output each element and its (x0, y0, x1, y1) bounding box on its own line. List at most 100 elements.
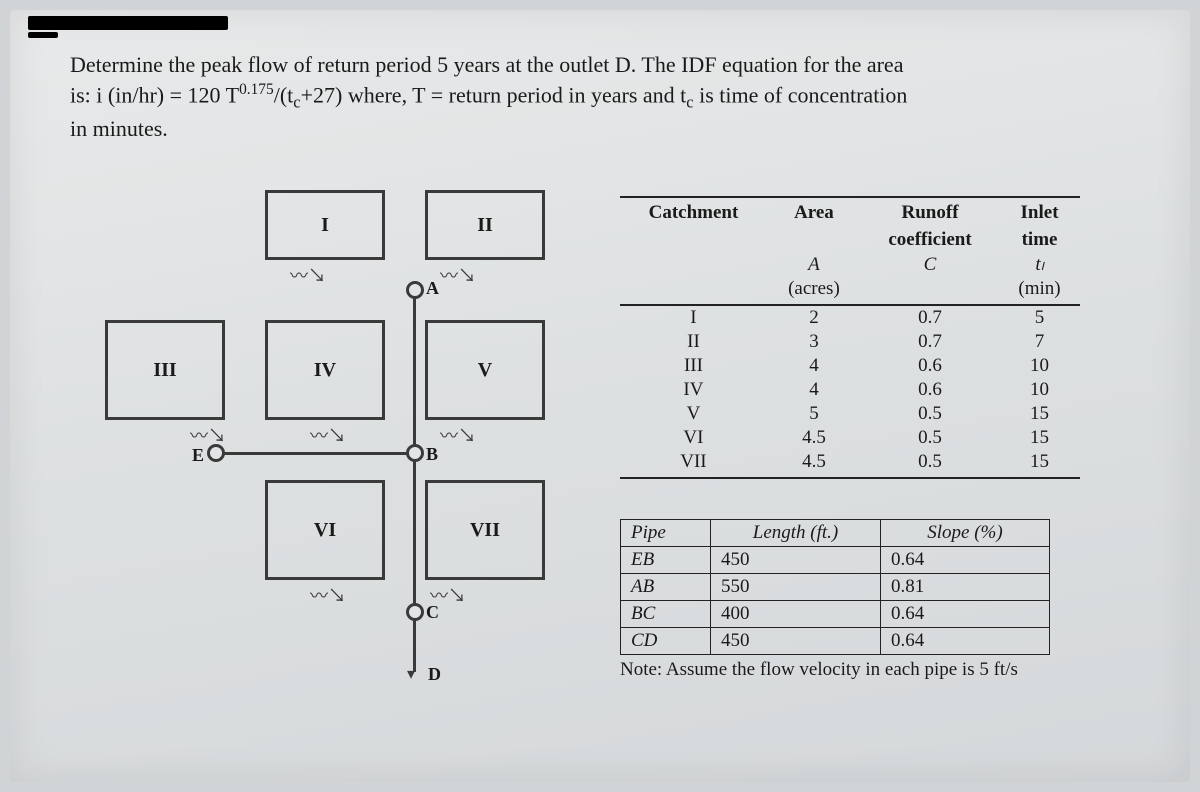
cell: 0.5 (861, 450, 999, 478)
cell: 0.5 (861, 426, 999, 450)
cell: I (620, 305, 767, 330)
cell: 0.64 (881, 547, 1050, 574)
cell: 400 (711, 601, 881, 628)
node-a (406, 281, 424, 299)
pipe-bc (413, 452, 416, 612)
th-pipe: Pipe (621, 520, 711, 547)
catchment-diagram: I II III IV V VI VII 〰↘ 〰↘ 〰↘ 〰↘ 〰↘ 〰↘ 〰… (70, 190, 590, 690)
node-e (207, 444, 225, 462)
pipe-table: Pipe Length (ft.) Slope (%) EB4500.64AB5… (620, 519, 1050, 655)
table-row: VII4.50.515 (620, 450, 1080, 478)
cell-iv: IV (265, 320, 385, 420)
th-acres: (acres) (767, 277, 861, 305)
content-row: I II III IV V VI VII 〰↘ 〰↘ 〰↘ 〰↘ 〰↘ 〰↘ 〰… (70, 190, 1150, 762)
cell: 15 (999, 450, 1080, 478)
table-row: II30.77 (620, 330, 1080, 354)
cell: 10 (999, 378, 1080, 402)
cell: 4.5 (767, 426, 861, 450)
cell: VII (620, 450, 767, 478)
cell: AB (621, 574, 711, 601)
th-coef: coefficient (861, 225, 999, 252)
th-length: Length (ft.) (711, 520, 881, 547)
catchment-tbody: I20.75II30.77III40.610IV40.610V50.515VI4… (620, 305, 1080, 478)
node-c (406, 603, 424, 621)
th-t: tₗ (999, 252, 1080, 277)
pipe-cd (413, 612, 416, 672)
cell-vi: VI (265, 480, 385, 580)
cell: 10 (999, 354, 1080, 378)
cell: BC (621, 601, 711, 628)
redaction-bar (28, 16, 228, 30)
cell: EB (621, 547, 711, 574)
problem-line1: Determine the peak flow of return period… (70, 52, 903, 77)
table-row: IV40.610 (620, 378, 1080, 402)
cell: 0.7 (861, 305, 999, 330)
pipe-ab (413, 290, 416, 454)
exp: 0.175 (239, 81, 274, 98)
squiggle-icon: 〰↘ (290, 262, 326, 288)
cell: 450 (711, 628, 881, 655)
tables-panel: Catchment Area Runoff Inlet coefficient … (620, 190, 1150, 762)
table-row: AB5500.81 (621, 574, 1050, 601)
squiggle-icon: 〰↘ (310, 582, 346, 608)
cell: IV (620, 378, 767, 402)
table-row: EB4500.64 (621, 547, 1050, 574)
cell: 0.6 (861, 354, 999, 378)
cell: 3 (767, 330, 861, 354)
table-row: BC4000.64 (621, 601, 1050, 628)
catchment-table: Catchment Area Runoff Inlet coefficient … (620, 196, 1080, 479)
th-a: A (767, 252, 861, 277)
problem-line2a: is: i (in/hr) = 120 T (70, 82, 239, 107)
cell: 0.5 (861, 402, 999, 426)
sub-c: c (293, 92, 300, 111)
squiggle-icon: 〰↘ (310, 422, 346, 448)
th-time: time (999, 225, 1080, 252)
problem-line2d: is time of concentration (694, 82, 908, 107)
table-row: VI4.50.515 (620, 426, 1080, 450)
page: Determine the peak flow of return period… (10, 10, 1190, 782)
cell: 15 (999, 402, 1080, 426)
pipe-eb (215, 452, 415, 455)
table-row: CD4500.64 (621, 628, 1050, 655)
problem-line2c: +27) where, T = return period in years a… (301, 82, 687, 107)
th-runoff: Runoff (861, 197, 999, 225)
label-a: A (426, 278, 439, 299)
cell: 15 (999, 426, 1080, 450)
cell: 4 (767, 378, 861, 402)
th-inlet: Inlet (999, 197, 1080, 225)
label-c: C (426, 602, 439, 623)
cell: 0.7 (861, 330, 999, 354)
cell: 5 (999, 305, 1080, 330)
cell-v: V (425, 320, 545, 420)
cell: 0.64 (881, 628, 1050, 655)
cell: CD (621, 628, 711, 655)
cell: 4.5 (767, 450, 861, 478)
cell: 5 (767, 402, 861, 426)
cell: 450 (711, 547, 881, 574)
th-slope: Slope (%) (881, 520, 1050, 547)
cell: 550 (711, 574, 881, 601)
th-c: C (861, 252, 999, 277)
cell-ii: II (425, 190, 545, 260)
cell-vii: VII (425, 480, 545, 580)
problem-statement: Determine the peak flow of return period… (70, 50, 1130, 143)
cell: 0.81 (881, 574, 1050, 601)
pipe-note: Note: Assume the flow velocity in each p… (620, 659, 1150, 681)
label-d: D (428, 664, 441, 685)
cell: 0.6 (861, 378, 999, 402)
label-e: E (192, 445, 204, 466)
table-row: III40.610 (620, 354, 1080, 378)
node-b (406, 444, 424, 462)
cell: V (620, 402, 767, 426)
squiggle-icon: 〰↘ (440, 422, 476, 448)
cell-iii: III (105, 320, 225, 420)
table-row: V50.515 (620, 402, 1080, 426)
th-area: Area (767, 197, 861, 225)
th-min: (min) (999, 277, 1080, 305)
cell: III (620, 354, 767, 378)
cell: II (620, 330, 767, 354)
cell: VI (620, 426, 767, 450)
cell: 2 (767, 305, 861, 330)
cell: 4 (767, 354, 861, 378)
arrow-down-icon: ▾ (407, 664, 415, 684)
